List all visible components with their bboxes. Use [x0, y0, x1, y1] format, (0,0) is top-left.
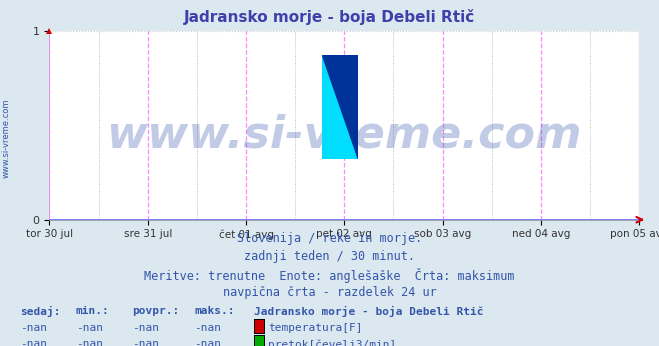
Text: povpr.:: povpr.:	[132, 306, 179, 316]
Polygon shape	[322, 55, 358, 159]
Text: www.si-vreme.com: www.si-vreme.com	[107, 113, 582, 156]
Text: Meritve: trenutne  Enote: anglešaške  Črta: maksimum: Meritve: trenutne Enote: anglešaške Črta…	[144, 268, 515, 283]
Text: -nan: -nan	[20, 339, 47, 346]
Text: -nan: -nan	[76, 323, 103, 333]
Text: -nan: -nan	[132, 323, 159, 333]
Text: -nan: -nan	[194, 323, 221, 333]
Text: Slovenija / reke in morje.: Slovenija / reke in morje.	[237, 232, 422, 245]
Text: temperatura[F]: temperatura[F]	[268, 323, 362, 333]
Text: min.:: min.:	[76, 306, 109, 316]
Text: navpična črta - razdelek 24 ur: navpična črta - razdelek 24 ur	[223, 286, 436, 299]
Polygon shape	[322, 55, 358, 159]
Polygon shape	[322, 55, 358, 159]
Text: Jadransko morje - boja Debeli Rtič: Jadransko morje - boja Debeli Rtič	[184, 9, 475, 25]
Text: sedaj:: sedaj:	[20, 306, 60, 317]
Text: -nan: -nan	[20, 323, 47, 333]
Text: -nan: -nan	[76, 339, 103, 346]
Text: -nan: -nan	[132, 339, 159, 346]
Text: maks.:: maks.:	[194, 306, 235, 316]
Text: zadnji teden / 30 minut.: zadnji teden / 30 minut.	[244, 250, 415, 263]
Text: www.si-vreme.com: www.si-vreme.com	[2, 99, 11, 178]
Text: -nan: -nan	[194, 339, 221, 346]
Text: pretok[čevelj3/min]: pretok[čevelj3/min]	[268, 339, 397, 346]
Text: Jadransko morje - boja Debeli Rtič: Jadransko morje - boja Debeli Rtič	[254, 306, 483, 317]
